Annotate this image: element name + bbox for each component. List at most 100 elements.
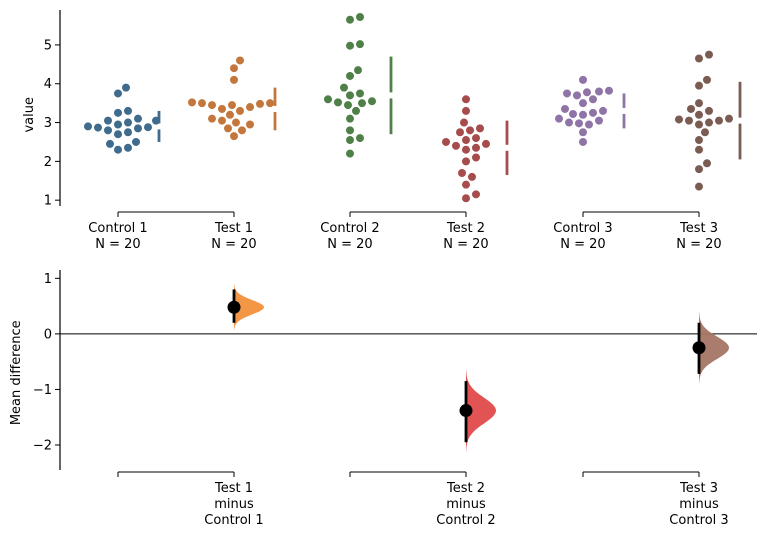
data-point xyxy=(227,100,237,110)
data-point xyxy=(339,83,349,93)
data-point xyxy=(574,118,584,128)
data-point xyxy=(724,114,734,124)
data-point xyxy=(578,98,588,108)
data-point xyxy=(594,86,604,97)
data-point xyxy=(461,180,471,190)
data-point xyxy=(355,12,365,22)
data-point xyxy=(471,143,481,153)
data-point xyxy=(351,106,361,116)
comparison-label: Control 3 xyxy=(669,513,728,528)
data-point xyxy=(459,117,469,128)
data-point xyxy=(123,127,133,137)
data-point xyxy=(123,143,133,153)
data-point xyxy=(694,145,704,155)
y-tick-label: 2 xyxy=(44,155,52,170)
data-point xyxy=(694,53,704,64)
data-point xyxy=(702,75,712,85)
x-tick-n-label: N = 20 xyxy=(443,237,488,252)
data-point xyxy=(704,106,714,116)
x-tick-n-label: N = 20 xyxy=(211,237,256,252)
data-point xyxy=(207,114,217,124)
y-tick-label: −2 xyxy=(33,439,52,454)
mean-difference-point xyxy=(459,404,473,418)
mean-difference-point xyxy=(692,341,706,355)
data-point xyxy=(231,117,241,128)
data-point xyxy=(475,123,485,133)
data-point xyxy=(686,104,696,114)
data-point xyxy=(255,99,265,109)
x-tick-label: Control 2 xyxy=(320,221,379,236)
data-point xyxy=(105,139,115,149)
data-point xyxy=(229,75,239,85)
data-point xyxy=(441,137,451,147)
data-point xyxy=(694,119,704,130)
y-tick-label: 0 xyxy=(44,327,52,342)
data-point xyxy=(343,100,353,110)
x-tick-n-label: N = 20 xyxy=(676,237,721,252)
data-point xyxy=(562,88,572,99)
data-point xyxy=(461,156,471,166)
data-point xyxy=(217,104,227,114)
data-point xyxy=(694,164,704,174)
data-point xyxy=(355,88,365,99)
data-point xyxy=(461,193,471,203)
data-point xyxy=(598,106,608,116)
data-point xyxy=(694,181,704,192)
comparison-label: Test 2 xyxy=(446,481,485,496)
data-point xyxy=(103,116,113,126)
y-tick-label: 4 xyxy=(44,77,52,92)
data-point xyxy=(345,90,355,100)
data-point xyxy=(113,145,123,155)
data-point xyxy=(345,149,355,159)
data-point xyxy=(461,106,471,116)
data-point xyxy=(83,121,93,132)
comparison-label: minus xyxy=(446,497,486,512)
data-point xyxy=(584,119,594,130)
data-point xyxy=(345,125,355,135)
data-point xyxy=(357,98,367,108)
data-point xyxy=(560,104,570,114)
data-point xyxy=(451,141,461,151)
comparison-label: minus xyxy=(679,497,719,512)
data-point xyxy=(694,98,704,108)
data-point xyxy=(237,125,247,135)
data-point xyxy=(207,100,217,110)
data-point xyxy=(461,135,471,145)
comparison-label: Control 2 xyxy=(436,513,495,528)
y-tick-label: 3 xyxy=(44,116,52,131)
comparison-label: Control 1 xyxy=(204,513,263,528)
data-point xyxy=(704,50,714,60)
data-point xyxy=(121,83,131,93)
x-tick-label: Control 3 xyxy=(553,221,612,236)
data-point xyxy=(345,114,355,124)
data-point xyxy=(113,88,123,99)
data-point xyxy=(113,108,123,118)
data-point xyxy=(345,71,355,81)
data-point xyxy=(235,106,245,116)
x-tick-label: Test 1 xyxy=(214,221,253,236)
y-tick-label: −1 xyxy=(33,383,52,398)
data-point xyxy=(355,133,365,143)
data-point xyxy=(355,39,365,49)
data-point xyxy=(345,135,355,145)
data-point xyxy=(353,65,363,75)
data-point xyxy=(684,116,694,126)
data-point xyxy=(578,110,588,120)
data-point xyxy=(265,98,275,108)
comparison-label: Test 1 xyxy=(214,481,253,496)
y-tick-label: 5 xyxy=(44,38,52,53)
data-point xyxy=(123,117,133,128)
data-point xyxy=(578,137,588,147)
bootstrap-distribution xyxy=(466,369,496,452)
y-tick-label: 1 xyxy=(44,194,52,209)
x-tick-n-label: N = 20 xyxy=(95,237,140,252)
x-tick-n-label: N = 20 xyxy=(560,237,605,252)
data-point xyxy=(564,117,574,128)
data-point xyxy=(588,108,598,118)
data-point xyxy=(604,86,614,96)
data-point xyxy=(323,94,333,104)
data-point xyxy=(229,131,239,141)
data-point xyxy=(465,125,475,135)
data-point xyxy=(704,117,714,128)
data-point xyxy=(217,116,227,126)
